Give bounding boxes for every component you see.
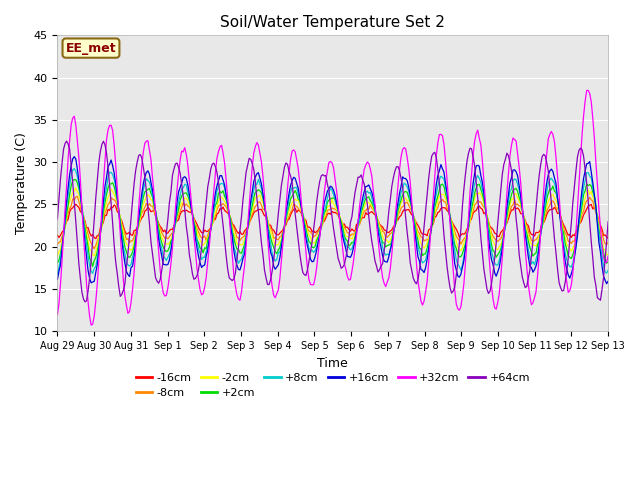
- -2cm: [72, 185, 79, 191]
- +8cm: [247, 203, 255, 209]
- -2cm: [54, 252, 61, 258]
- +16cm: [237, 262, 245, 268]
- +8cm: [296, 196, 303, 202]
- Title: Soil/Water Temperature Set 2: Soil/Water Temperature Set 2: [220, 15, 445, 30]
- -2cm: [248, 209, 256, 215]
- -8cm: [54, 241, 61, 247]
- +64cm: [221, 238, 228, 244]
- -16cm: [54, 232, 61, 238]
- +64cm: [54, 216, 61, 222]
- Y-axis label: Temperature (C): Temperature (C): [15, 132, 28, 234]
- Line: +64cm: +64cm: [58, 141, 608, 302]
- +16cm: [70, 154, 78, 159]
- -2cm: [124, 243, 132, 249]
- -16cm: [221, 207, 228, 213]
- -8cm: [577, 217, 584, 223]
- -2cm: [239, 241, 247, 247]
- +32cm: [220, 150, 227, 156]
- +64cm: [81, 299, 89, 305]
- -8cm: [124, 236, 132, 241]
- -16cm: [72, 202, 79, 207]
- Text: EE_met: EE_met: [66, 42, 116, 55]
- +2cm: [70, 177, 78, 182]
- +64cm: [577, 145, 584, 151]
- +32cm: [237, 289, 245, 295]
- -16cm: [92, 236, 100, 241]
- -2cm: [298, 208, 305, 214]
- +8cm: [123, 260, 131, 265]
- -8cm: [298, 210, 305, 216]
- +2cm: [298, 204, 305, 210]
- Line: +16cm: +16cm: [58, 156, 608, 284]
- -16cm: [604, 235, 612, 241]
- +16cm: [247, 198, 255, 204]
- +16cm: [296, 195, 303, 201]
- +2cm: [89, 264, 97, 269]
- -8cm: [248, 211, 256, 217]
- +8cm: [604, 267, 612, 273]
- -8cm: [239, 234, 247, 240]
- -8cm: [604, 240, 612, 246]
- +2cm: [221, 193, 228, 199]
- +32cm: [575, 181, 583, 187]
- +8cm: [575, 219, 583, 225]
- +8cm: [70, 166, 78, 171]
- +2cm: [604, 259, 612, 265]
- +16cm: [575, 215, 583, 221]
- -2cm: [577, 214, 584, 220]
- +16cm: [54, 276, 61, 282]
- -16cm: [124, 230, 132, 236]
- Line: +2cm: +2cm: [58, 180, 608, 266]
- +32cm: [87, 322, 95, 328]
- +64cm: [239, 196, 247, 202]
- +64cm: [298, 262, 305, 267]
- Line: +32cm: +32cm: [58, 90, 608, 325]
- -16cm: [298, 210, 305, 216]
- +2cm: [124, 254, 132, 260]
- X-axis label: Time: Time: [317, 357, 348, 370]
- -2cm: [221, 199, 228, 204]
- +16cm: [220, 177, 227, 183]
- +32cm: [123, 302, 131, 308]
- -8cm: [90, 246, 98, 252]
- +16cm: [604, 278, 612, 284]
- +32cm: [247, 183, 255, 189]
- +2cm: [54, 260, 61, 265]
- -8cm: [221, 203, 228, 208]
- +16cm: [123, 269, 131, 275]
- -2cm: [604, 251, 612, 257]
- +32cm: [296, 180, 303, 186]
- Line: -8cm: -8cm: [58, 196, 608, 249]
- -16cm: [239, 231, 247, 237]
- Line: -16cm: -16cm: [58, 204, 608, 239]
- -8cm: [74, 193, 81, 199]
- +8cm: [237, 256, 245, 262]
- +8cm: [220, 181, 227, 187]
- +64cm: [124, 250, 132, 256]
- -16cm: [577, 220, 584, 226]
- +32cm: [584, 87, 592, 93]
- +2cm: [577, 212, 584, 217]
- +64cm: [63, 138, 70, 144]
- +32cm: [54, 312, 61, 317]
- -16cm: [248, 214, 256, 219]
- +2cm: [239, 246, 247, 252]
- +16cm: [603, 281, 611, 287]
- Legend: -16cm, -8cm, -2cm, +2cm, +8cm, +16cm, +32cm, +64cm: -16cm, -8cm, -2cm, +2cm, +8cm, +16cm, +3…: [131, 368, 534, 403]
- Line: -2cm: -2cm: [58, 188, 608, 256]
- +32cm: [604, 253, 612, 259]
- +8cm: [54, 272, 61, 277]
- +2cm: [248, 203, 256, 208]
- +64cm: [248, 161, 256, 167]
- Line: +8cm: +8cm: [58, 168, 608, 275]
- +64cm: [604, 219, 612, 225]
- -2cm: [90, 253, 98, 259]
